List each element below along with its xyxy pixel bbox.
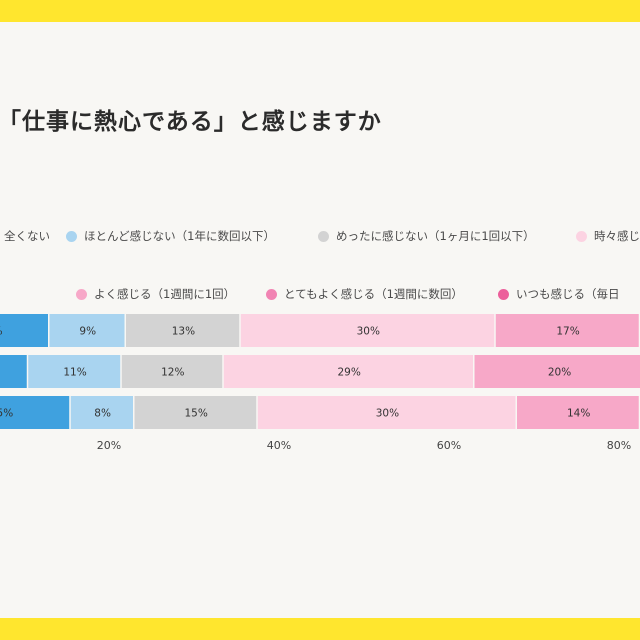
bar-segment <box>240 314 495 347</box>
data-label: 11% <box>63 367 86 379</box>
bar-segment <box>0 396 70 429</box>
bar-segment <box>126 314 240 347</box>
stacked-bar-chart: 3% 9% 13% 30% 17% 11% 12% 29% 20% 5% 8% 15% 30% 14% 20… <box>0 314 640 452</box>
bar-segment <box>257 396 516 429</box>
legend-label: よく感じる（1週間に1回） <box>94 287 236 301</box>
bar-segment <box>121 355 223 388</box>
data-label: 5% <box>0 408 13 420</box>
bar-segment <box>70 396 133 429</box>
bar-segment <box>495 314 639 347</box>
legend-item: ほとんど感じない（1年に数回以下） <box>66 228 275 244</box>
chart-title: 「仕事に熱心である」と感じますか <box>0 109 382 135</box>
legend-item: めったに感じない（1ヶ月に1回以下） <box>318 228 535 244</box>
data-label: 3% <box>0 326 3 338</box>
bar-segment <box>0 355 27 388</box>
legend-label: とてもよく感じる（1週間に数回） <box>284 287 463 301</box>
data-label: 29% <box>337 367 360 379</box>
x-tick-label: 80% <box>607 439 631 452</box>
legend-label: 全くない <box>4 229 50 243</box>
data-label: 13% <box>172 326 195 338</box>
bar-segment <box>0 314 48 347</box>
legend-item: よく感じる（1週間に1回） <box>76 286 235 302</box>
legend-swatch <box>76 288 87 300</box>
legend-swatch <box>318 230 329 242</box>
legend-swatch <box>66 230 77 242</box>
legend-label: 時々感じ <box>594 229 640 243</box>
legend-swatch <box>266 288 277 300</box>
bar-segment <box>223 355 473 388</box>
legend-item: 時々感じ <box>576 228 640 244</box>
data-label: 9% <box>79 326 96 338</box>
data-label: 17% <box>556 326 579 338</box>
data-label: 14% <box>567 408 590 420</box>
legend-label: めったに感じない（1ヶ月に1回以下） <box>336 229 535 243</box>
bar-segment <box>28 355 121 388</box>
data-label: 30% <box>376 408 399 420</box>
bar-segment <box>49 314 125 347</box>
x-tick-label: 40% <box>267 439 291 452</box>
bar-segment <box>474 355 640 388</box>
legend-item: とてもよく感じる（1週間に数回） <box>266 286 463 302</box>
x-tick-label: 20% <box>97 439 121 452</box>
legend-swatch <box>576 230 587 242</box>
legend-label: ほとんど感じない（1年に数回以下） <box>84 229 275 243</box>
x-tick-label: 60% <box>437 439 461 452</box>
data-label: 12% <box>161 367 184 379</box>
data-label: 30% <box>357 326 380 338</box>
chart-panel: 「仕事に熱心である」と感じますか 全くない ほとんど感じない（1年に数回以下） … <box>0 22 640 618</box>
bar-segment <box>134 396 257 429</box>
data-label: 8% <box>94 408 111 420</box>
data-label: 20% <box>548 367 571 379</box>
legend-item: 全くない <box>0 228 50 244</box>
legend-label: いつも感じる（毎日 <box>516 287 620 301</box>
legend-item: いつも感じる（毎日 <box>498 286 620 302</box>
bar-segment <box>517 396 639 429</box>
data-label: 15% <box>184 408 207 420</box>
legend-swatch <box>498 288 509 300</box>
